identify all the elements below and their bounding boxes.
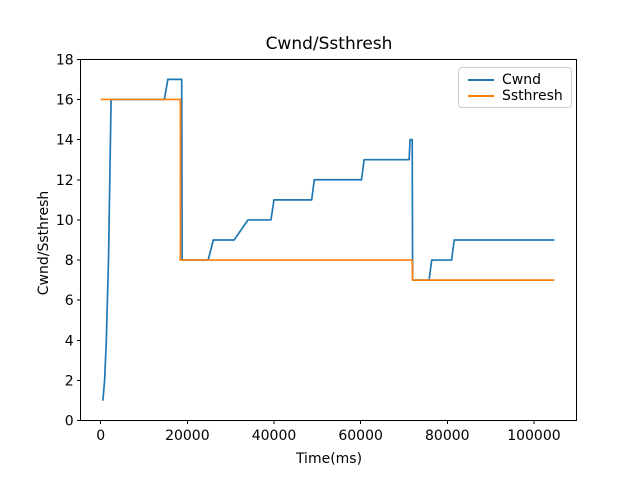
- y-tick-label: 0: [65, 414, 74, 430]
- y-tick-label: 2: [65, 374, 74, 390]
- x-tick-label: 20000: [165, 428, 210, 444]
- legend-swatch-ssthresh: [468, 95, 494, 97]
- y-tick-label: 12: [56, 173, 74, 189]
- axes-box: [80, 58, 578, 422]
- x-tick-label: 80000: [425, 428, 470, 444]
- y-tick-label: 10: [56, 213, 74, 229]
- legend-swatch-cwnd: [468, 79, 494, 81]
- x-tick-label: 0: [96, 428, 105, 444]
- y-tick-label: 6: [65, 293, 74, 309]
- legend: Cwnd Ssthresh: [458, 67, 572, 108]
- y-tick-label: 4: [65, 333, 74, 349]
- cwnd-line: [102, 78, 555, 401]
- x-tick-label: 40000: [252, 428, 297, 444]
- y-tick-label: 8: [65, 253, 74, 269]
- legend-label-ssthresh: Ssthresh: [502, 88, 563, 104]
- chart-title: Cwnd/Ssthresh: [265, 34, 393, 54]
- legend-entry-ssthresh: Ssthresh: [468, 88, 563, 104]
- y-tick-label: 14: [56, 133, 74, 149]
- y-tick-label: 16: [56, 92, 74, 108]
- x-tick-label: 100000: [507, 428, 560, 444]
- legend-label-cwnd: Cwnd: [502, 72, 541, 88]
- y-tick-label: 18: [56, 52, 74, 68]
- x-axis-label: Time(ms): [295, 451, 363, 467]
- y-axis-label-text: Cwnd/Ssthresh: [36, 190, 52, 296]
- ssthresh-line: [100, 98, 555, 282]
- legend-entry-cwnd: Cwnd: [468, 72, 563, 88]
- x-tick-label: 60000: [338, 428, 383, 444]
